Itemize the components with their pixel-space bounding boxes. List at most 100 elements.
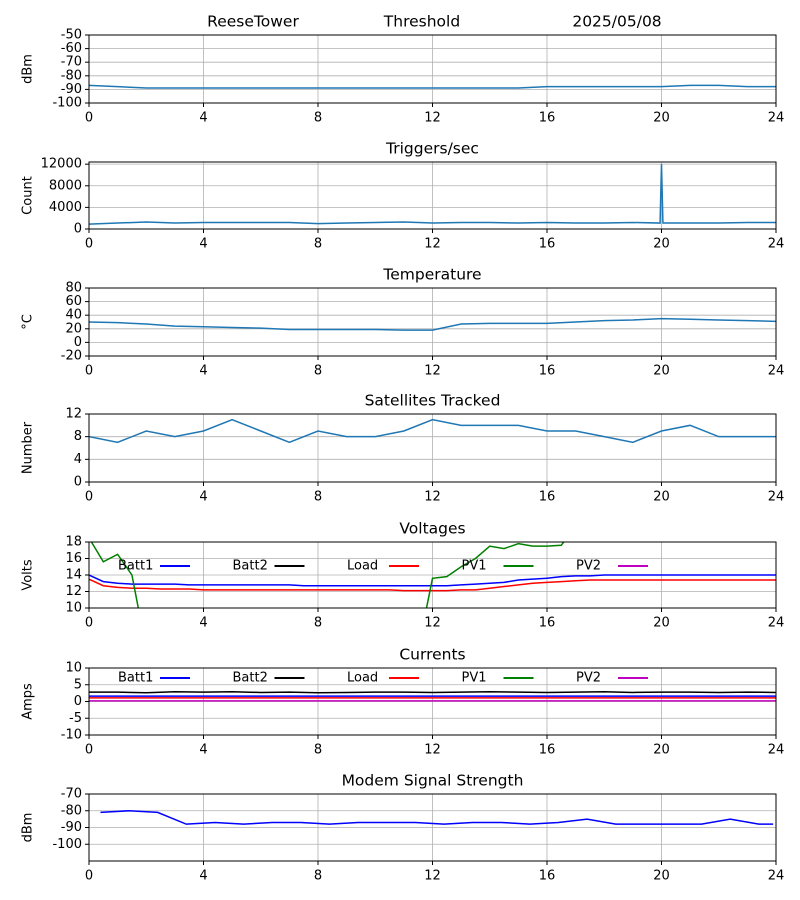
y-tick-label: -60 xyxy=(61,41,82,56)
x-tick-label: 8 xyxy=(314,364,322,379)
x-tick-label: 8 xyxy=(314,111,322,126)
y-tick-label: 0 xyxy=(74,335,82,350)
x-tick-label: 8 xyxy=(314,490,322,505)
plot-frame xyxy=(88,287,777,357)
x-tick-label: 24 xyxy=(768,111,785,126)
x-tick-label: 16 xyxy=(539,743,556,758)
x-tick-label: 24 xyxy=(768,364,785,379)
x-tick-label: 16 xyxy=(539,364,556,379)
x-tick-label: 4 xyxy=(199,237,207,252)
y-tick-label: 0 xyxy=(74,694,82,709)
y-tick-label: -70 xyxy=(61,787,82,802)
y-axis-label: °C xyxy=(21,314,36,330)
y-tick-label: 20 xyxy=(65,321,82,336)
legend-label: Batt2 xyxy=(233,671,268,686)
x-tick-label: 12 xyxy=(424,490,441,505)
x-tick-label: 0 xyxy=(85,869,93,884)
y-tick-label: -90 xyxy=(61,82,82,97)
subplot: 0 4 8 12 16 20 24 -10 -5 0 510 Batt1 Batt2 Load PV1 PV2… xyxy=(21,646,785,758)
x-tick-label: 12 xyxy=(424,111,441,126)
y-tick-label: -80 xyxy=(61,803,82,818)
y-tick-label: 16 xyxy=(65,551,82,566)
x-tick-label: 16 xyxy=(539,237,556,252)
y-tick-label: 0 xyxy=(74,222,82,237)
chart-title: Triggers/sec xyxy=(385,140,479,158)
legend-label: PV1 xyxy=(462,671,487,686)
x-tick-label: 20 xyxy=(653,869,670,884)
series-line xyxy=(89,84,776,89)
y-tick-label: -20 xyxy=(61,349,82,364)
legend-label: PV1 xyxy=(462,559,487,574)
x-tick-label: 16 xyxy=(539,616,556,631)
chart-title: Threshold xyxy=(383,13,460,31)
y-axis-label: dBm xyxy=(21,813,36,843)
plot-frame xyxy=(88,667,777,736)
y-tick-label: 14 xyxy=(65,568,82,583)
x-tick-label: 0 xyxy=(85,111,93,126)
x-tick-label: 8 xyxy=(314,616,322,631)
x-tick-label: 20 xyxy=(653,616,670,631)
y-tick-label: 40 xyxy=(65,308,82,323)
series-line xyxy=(89,418,776,444)
x-tick-label: 4 xyxy=(199,490,207,505)
x-tick-label: 24 xyxy=(768,616,785,631)
legend-label: Batt1 xyxy=(118,671,153,686)
chart-title: Satellites Tracked xyxy=(365,392,501,410)
x-tick-label: 8 xyxy=(314,743,322,758)
legend-label: PV2 xyxy=(576,559,601,574)
y-tick-label: 8000 xyxy=(49,178,82,193)
chart-title: Currents xyxy=(399,646,465,664)
y-tick-label: 10 xyxy=(65,601,82,616)
subplot: 0 4 8 12 16 20 24 0 4000 8000 12000 Triggers/sec Cou… xyxy=(21,140,785,252)
series-line xyxy=(100,809,774,825)
chart-title: Voltages xyxy=(399,520,465,538)
y-tick-label: 12 xyxy=(65,407,82,422)
legend-label: PV2 xyxy=(576,671,601,686)
y-tick-label: -5 xyxy=(69,711,82,726)
y-tick-label: 4 xyxy=(74,452,82,467)
y-tick-label: 10 xyxy=(65,661,82,676)
subplot: 0 4 8 12 16 20 24 -100 -90 -80-70 Modem Signal Str… xyxy=(21,772,785,884)
series-line xyxy=(89,574,776,587)
x-tick-label: 20 xyxy=(653,743,670,758)
legend-label: Load xyxy=(347,671,378,686)
x-tick-label: 4 xyxy=(199,111,207,126)
chart-title-left: ReeseTower xyxy=(207,13,299,31)
plot-frame xyxy=(88,541,777,609)
x-tick-label: 16 xyxy=(539,111,556,126)
y-tick-label: 12 xyxy=(65,584,82,599)
x-tick-label: 24 xyxy=(768,490,785,505)
legend-label: Load xyxy=(347,559,378,574)
x-tick-label: 0 xyxy=(85,237,93,252)
x-tick-label: 24 xyxy=(768,869,785,884)
y-axis-label: dBm xyxy=(21,54,36,84)
y-tick-label: -50 xyxy=(61,28,82,43)
chart-title: Temperature xyxy=(382,266,481,284)
y-axis-label: Amps xyxy=(21,683,36,720)
y-axis-label: Volts xyxy=(21,559,36,591)
legend-label: Batt2 xyxy=(233,559,268,574)
x-tick-label: 12 xyxy=(424,237,441,252)
plot-frame xyxy=(88,413,777,483)
x-tick-label: 4 xyxy=(199,616,207,631)
y-tick-label: -10 xyxy=(61,728,82,743)
x-tick-label: 24 xyxy=(768,237,785,252)
y-tick-label: -70 xyxy=(61,55,82,70)
x-tick-label: 16 xyxy=(539,490,556,505)
y-tick-label: 18 xyxy=(65,535,82,550)
series-line xyxy=(89,578,776,592)
x-tick-label: 12 xyxy=(424,869,441,884)
y-tick-label: -100 xyxy=(52,837,82,852)
y-tick-label: 80 xyxy=(65,281,82,296)
chart-title: Modem Signal Strength xyxy=(342,772,524,790)
y-tick-label: 5 xyxy=(74,677,82,692)
x-tick-label: 16 xyxy=(539,869,556,884)
x-tick-label: 12 xyxy=(424,743,441,758)
y-tick-label: 12000 xyxy=(41,157,82,172)
y-tick-label: 4000 xyxy=(49,200,82,215)
legend-label: Batt1 xyxy=(118,559,153,574)
plot-frame xyxy=(88,161,777,230)
y-tick-label: -90 xyxy=(61,820,82,835)
chart-title-right: 2025/05/08 xyxy=(572,13,661,31)
